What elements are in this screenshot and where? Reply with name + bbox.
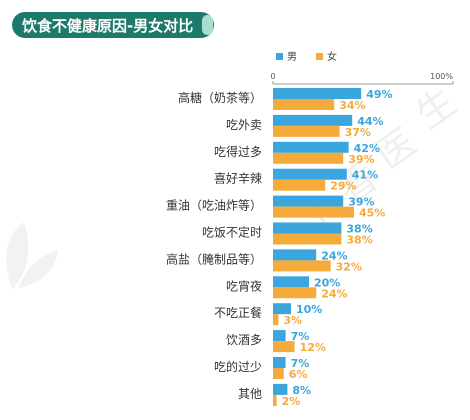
bar xyxy=(273,168,347,180)
data-label: 7% xyxy=(291,357,310,370)
legend-swatch xyxy=(276,53,283,60)
bar xyxy=(273,368,284,379)
data-label: 29% xyxy=(330,180,356,193)
bar xyxy=(273,287,317,299)
watermark-leaf-icon xyxy=(6,222,58,290)
bar xyxy=(273,260,331,272)
x-tick-label: 0 xyxy=(270,72,275,81)
data-label: 24% xyxy=(321,249,347,262)
bar xyxy=(273,330,286,342)
bar xyxy=(273,249,317,261)
category-label: 吃得过多 xyxy=(214,144,262,159)
category-label: 重油（吃油炸等） xyxy=(166,199,262,213)
data-label: 37% xyxy=(345,126,371,139)
bar xyxy=(273,394,277,406)
plot-area: 高糖（奶茶等） 49%34%吃外卖 44%37%吃得过多 42%39%喜好辛辣 41%2… xyxy=(166,88,393,408)
category-label: 饮酒多 xyxy=(226,333,262,347)
bar xyxy=(273,206,354,218)
bar xyxy=(273,125,340,137)
data-label: 45% xyxy=(359,207,385,220)
data-label: 39% xyxy=(348,196,374,209)
data-label: 7% xyxy=(291,330,310,343)
title-background xyxy=(12,12,214,38)
data-label: 32% xyxy=(336,260,362,273)
legend-label: 男 xyxy=(287,51,297,63)
legend-label: 女 xyxy=(327,50,337,63)
legend: 男女 xyxy=(276,50,337,63)
category-label: 其他 xyxy=(238,387,262,401)
data-label: 6% xyxy=(289,368,308,381)
title-end-cap xyxy=(202,15,213,35)
data-label: 49% xyxy=(366,88,392,101)
bar xyxy=(273,152,344,164)
bar xyxy=(273,383,288,395)
data-label: 10% xyxy=(296,303,322,316)
category-label: 吃饭不定时 xyxy=(202,225,262,240)
watermark-char: 生 xyxy=(408,80,464,138)
data-label: 44% xyxy=(357,115,383,128)
category-label: 不吃正餐 xyxy=(214,305,262,320)
data-label: 34% xyxy=(339,99,365,112)
data-label: 8% xyxy=(292,384,311,397)
data-label: 12% xyxy=(300,341,326,354)
bar xyxy=(273,179,326,191)
data-label: 38% xyxy=(346,223,372,236)
bar xyxy=(273,141,349,153)
bar xyxy=(273,303,291,315)
bar xyxy=(273,114,353,126)
x-axis: 0 100% xyxy=(270,72,454,85)
title-banner: 饮食不健康原因-男女对比 xyxy=(12,12,214,38)
data-label: 20% xyxy=(314,276,340,289)
data-label: 2% xyxy=(282,395,301,408)
data-label: 24% xyxy=(321,287,347,300)
category-label: 高糖（奶茶等） xyxy=(178,90,262,105)
data-label: 41% xyxy=(352,169,378,182)
legend-swatch xyxy=(316,53,323,60)
bar xyxy=(273,357,286,368)
bar xyxy=(273,341,295,353)
bar xyxy=(273,222,342,234)
chart-title: 饮食不健康原因-男女对比 xyxy=(21,17,193,35)
data-label: 3% xyxy=(283,314,302,327)
bar xyxy=(273,99,335,110)
category-label: 吃外卖 xyxy=(226,118,262,132)
category-label: 吃宵夜 xyxy=(226,278,262,293)
category-label: 喜好辛辣 xyxy=(214,172,262,186)
bar xyxy=(273,195,344,207)
category-label: 吃的过少 xyxy=(214,359,262,374)
bar xyxy=(273,233,342,245)
data-label: 38% xyxy=(346,234,372,247)
data-label: 42% xyxy=(354,142,380,155)
bar xyxy=(273,276,309,288)
category-label: 高盐（腌制品等） xyxy=(166,251,262,266)
bar xyxy=(273,88,362,99)
data-label: 39% xyxy=(348,153,374,166)
x-tick-label: 100% xyxy=(430,72,453,81)
bar xyxy=(273,314,279,326)
